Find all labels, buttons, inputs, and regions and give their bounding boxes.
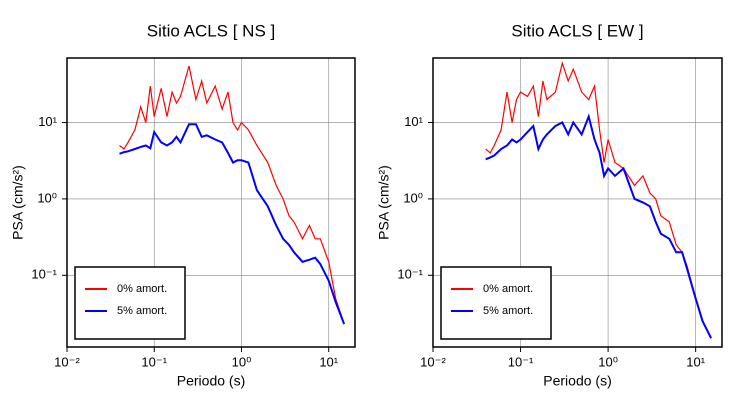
x-tick-label: 10⁻¹ bbox=[141, 354, 167, 369]
x-tick-label: 10⁰ bbox=[598, 354, 618, 369]
x-tick-label: 10⁻¹ bbox=[508, 354, 534, 369]
chart: Sitio ACLS [ NS ] Periodo (s) PSA (cm/s²) 1… bbox=[10, 21, 356, 389]
plot-frame bbox=[66, 57, 356, 348]
y-tick-label: 10⁰ bbox=[37, 190, 57, 205]
chart-title: Sitio ACLS [ EW ] bbox=[511, 21, 643, 40]
x-axis-label: Periodo (s) bbox=[543, 373, 611, 389]
y-axis-label: PSA (cm/s²) bbox=[10, 165, 26, 240]
data-line bbox=[119, 65, 345, 325]
x-tick-label: 10⁻² bbox=[420, 354, 446, 369]
legend-text: 5% amort. bbox=[483, 305, 533, 317]
x-tick-label: 10⁻² bbox=[54, 354, 80, 369]
x-tick-label: 10¹ bbox=[319, 354, 338, 369]
y-tick-label: 10⁻¹ bbox=[31, 267, 57, 282]
chart: Sitio ACLS [ EW ] Periodo (s) PSA (cm/s²) 1… bbox=[376, 21, 723, 389]
x-tick-label: 10⁰ bbox=[232, 354, 252, 369]
legend-text: 5% amort. bbox=[117, 305, 167, 317]
y-tick-label: 10⁻¹ bbox=[397, 267, 423, 282]
y-tick-label: 10⁰ bbox=[403, 190, 423, 205]
y-tick-label: 10¹ bbox=[404, 114, 423, 129]
chart-title: Sitio ACLS [ NS ] bbox=[147, 21, 276, 40]
x-tick-label: 10¹ bbox=[686, 354, 705, 369]
y-axis-label: PSA (cm/s²) bbox=[376, 165, 392, 240]
legend-text: 0% amort. bbox=[483, 283, 533, 295]
data-line bbox=[485, 60, 712, 339]
y-tick-label: 10¹ bbox=[38, 114, 57, 129]
x-axis-label: Periodo (s) bbox=[177, 373, 245, 389]
data-line bbox=[485, 113, 712, 339]
legend-text: 0% amort. bbox=[117, 283, 167, 295]
plot-frame bbox=[432, 57, 723, 348]
legend-box bbox=[74, 266, 186, 340]
legend-box bbox=[440, 266, 552, 340]
data-line bbox=[119, 123, 346, 325]
